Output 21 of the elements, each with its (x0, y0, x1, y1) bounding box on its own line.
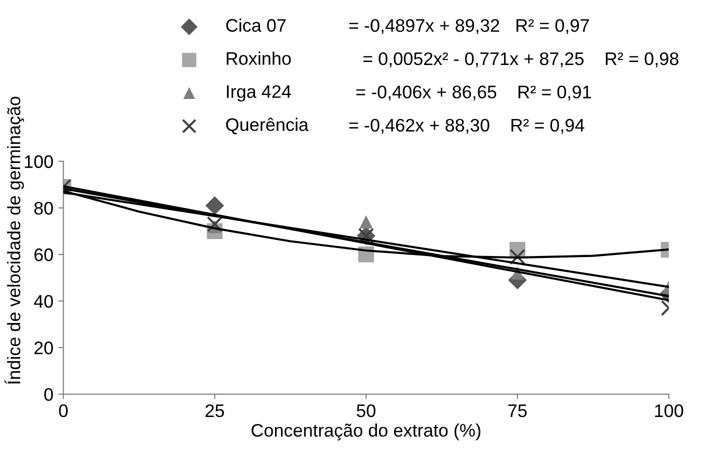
x-axis-title: Concentração do extrato (%) (252, 423, 480, 440)
y-tick-label: 60 (34, 248, 53, 262)
x-tick-label: 50 (356, 404, 376, 418)
text: = -0,462x + 88,30 R² = 0,94 (349, 118, 584, 134)
legend-label: Cica 07 (226, 18, 286, 32)
y-tick-label: 20 (34, 342, 53, 354)
y-tick-label: 80 (34, 202, 53, 215)
legend-label: Querência (226, 118, 309, 134)
x-tick-label: 75 (508, 404, 527, 418)
y-tick-label: 40 (34, 294, 53, 308)
y-axis-title: Índice de velocidade de germinação (4, 96, 24, 384)
legend-label: Irga 424 (226, 85, 292, 102)
text: = -0,4897x + 89,32 R² = 0,97 (349, 19, 589, 34)
y-tick-label: 100 (24, 155, 53, 168)
x-tick-label: 25 (206, 404, 224, 418)
y-tick-label: 0 (44, 388, 53, 401)
text: = -0,406x + 86,65 R² = 0,91 (356, 86, 591, 101)
x-tick-label: 100 (655, 404, 684, 418)
x-tick-label: 0 (59, 404, 68, 418)
text: = 0,0052x² - 0,771x + 87,25 R² = 0,98 (363, 52, 678, 68)
legend-label: Roxinho (226, 52, 291, 65)
